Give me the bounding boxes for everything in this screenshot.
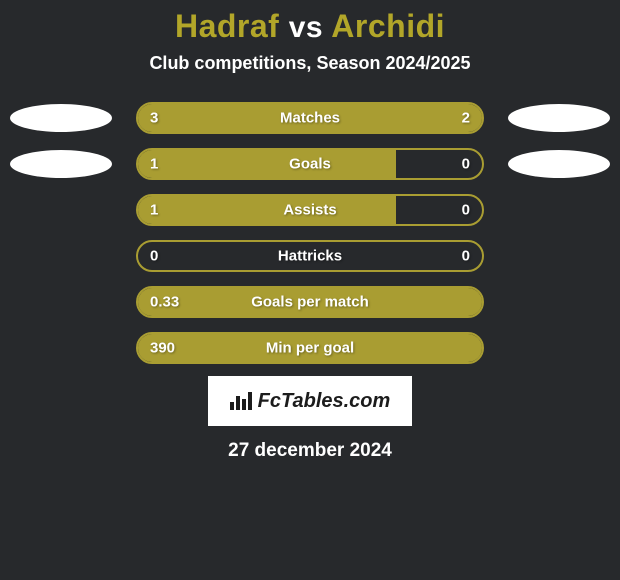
stat-value-left: 1 (150, 156, 158, 173)
stat-value-left: 3 (150, 110, 158, 127)
stat-bar: 0 0 Hattricks (136, 240, 484, 272)
watermark-badge: FcTables.com (208, 376, 412, 426)
chart-icon (230, 392, 252, 410)
stat-value-right: 0 (462, 156, 470, 173)
stat-bar: 1 0 Assists (136, 194, 484, 226)
subtitle: Club competitions, Season 2024/2025 (149, 53, 470, 74)
stat-value-right: 2 (462, 110, 470, 127)
stat-label: Matches (280, 110, 340, 127)
stat-value-right: 0 (462, 248, 470, 265)
stat-label: Min per goal (266, 340, 354, 357)
date-label: 27 december 2024 (228, 440, 392, 462)
stat-row: 3 2 Matches (0, 102, 620, 134)
watermark-text: FcTables.com (258, 390, 391, 413)
player1-name: Hadraf (175, 8, 279, 44)
stat-row: 1 0 Assists (0, 194, 620, 226)
stat-bar-fill-left (138, 196, 396, 224)
stat-label: Assists (283, 202, 336, 219)
stat-value-left: 1 (150, 202, 158, 219)
stat-label: Goals per match (251, 294, 369, 311)
stat-row: 0 0 Hattricks (0, 240, 620, 272)
stat-bars: 3 2 Matches 1 0 Goals 1 0 Assists 0 0 Hattricks 0.33… (0, 102, 620, 364)
stat-label: Hattricks (278, 248, 342, 265)
stat-row: 1 0 Goals (0, 148, 620, 180)
player1-club-logo (10, 104, 112, 132)
stat-value-right: 0 (462, 202, 470, 219)
stat-bar: 0.33 Goals per match (136, 286, 484, 318)
stat-bar: 3 2 Matches (136, 102, 484, 134)
stat-row: 0.33 Goals per match (0, 286, 620, 318)
player2-name: Archidi (331, 8, 445, 44)
stat-bar: 1 0 Goals (136, 148, 484, 180)
vs-label: vs (289, 11, 323, 44)
stat-bar: 390 Min per goal (136, 332, 484, 364)
stat-value-left: 0 (150, 248, 158, 265)
player1-club-logo (10, 150, 112, 178)
stat-row: 390 Min per goal (0, 332, 620, 364)
player2-club-logo (508, 104, 610, 132)
stat-bar-fill-left (138, 150, 396, 178)
stat-label: Goals (289, 156, 331, 173)
stat-value-left: 390 (150, 340, 175, 357)
stat-value-left: 0.33 (150, 294, 179, 311)
comparison-title: Hadraf vs Archidi (175, 8, 445, 45)
player2-club-logo (508, 150, 610, 178)
